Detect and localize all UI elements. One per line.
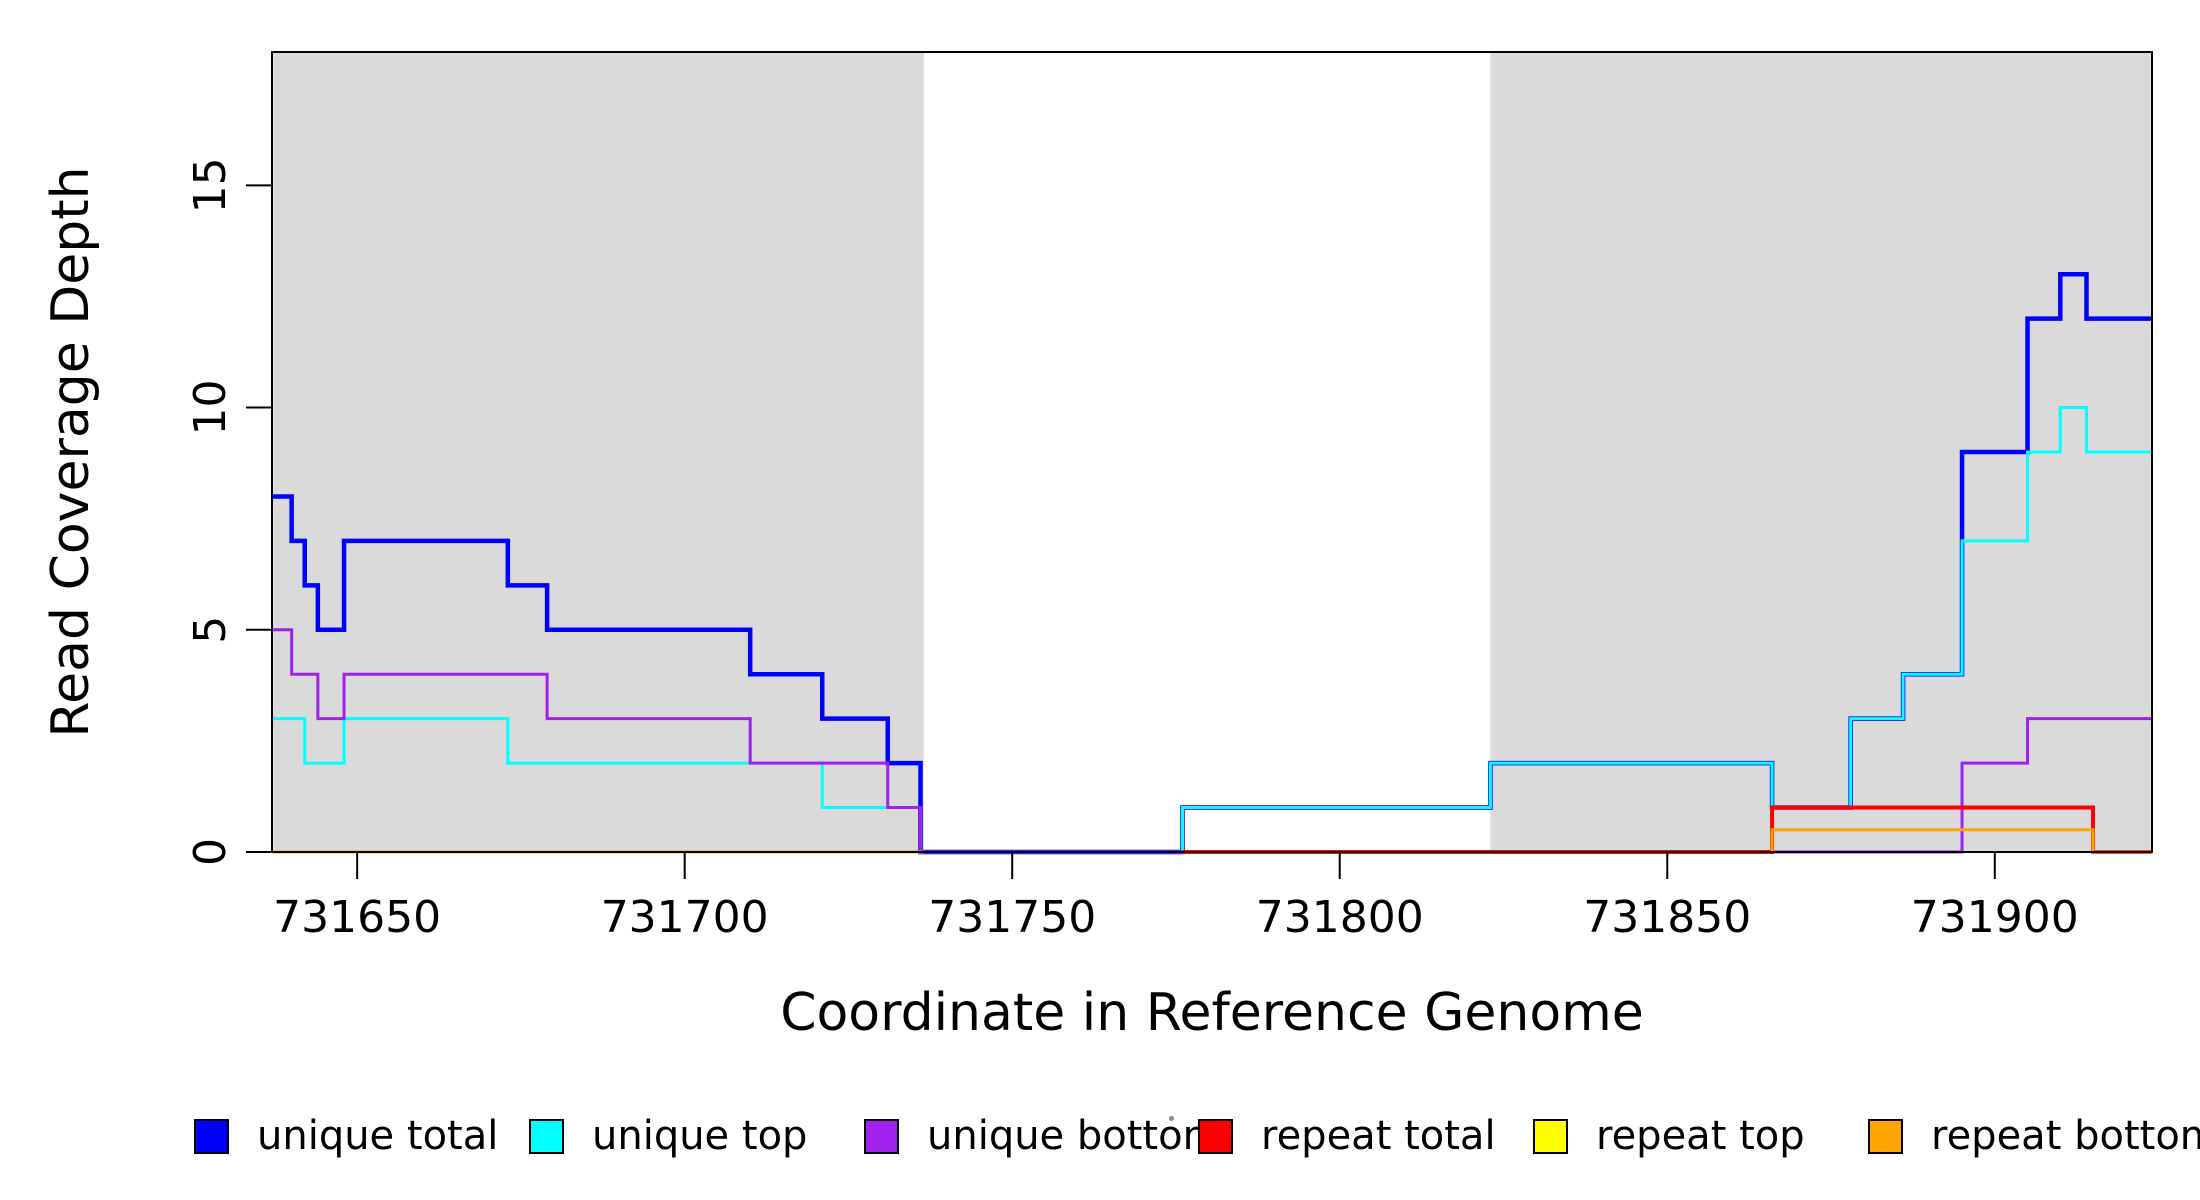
- axis-ticks-layer: 731650 731700 731750 731800 731850 731900 0 5 10…: [185, 157, 2079, 943]
- legend-label: repeat total: [1261, 1113, 1496, 1159]
- legend-label: repeat bottom: [1931, 1113, 2200, 1159]
- legend-label: repeat top: [1596, 1113, 1805, 1159]
- y-axis-title: Read Coverage Depth: [41, 166, 101, 737]
- legend-item-repeat-top: repeat top: [1533, 1112, 1805, 1160]
- series-line-unique-top: [272, 406, 2152, 854]
- legend-swatch-repeat-top: [1533, 1118, 1568, 1154]
- legend-swatch-unique-bottom: [864, 1118, 899, 1154]
- series-line-unique-bottom: [272, 628, 2152, 854]
- legend: unique total unique top unique bottom repea…: [0, 1104, 2200, 1168]
- shaded-regions-layer: [272, 52, 2152, 852]
- legend-swatch-unique-total: [194, 1118, 229, 1154]
- x-tick-label: 731750: [928, 892, 1096, 943]
- x-tick-label: 731900: [1911, 892, 2079, 943]
- shaded-region: [272, 52, 924, 852]
- x-axis-title: Coordinate in Reference Genome: [780, 983, 1644, 1043]
- legend-swatch-repeat-total: [1198, 1118, 1233, 1154]
- legend-item-repeat-bottom: repeat bottom: [1868, 1112, 2200, 1160]
- y-tick-label: 5: [185, 616, 236, 644]
- legend-swatch-repeat-bottom: [1868, 1118, 1903, 1154]
- legend-label: unique total: [257, 1113, 499, 1159]
- legend-item-unique-top: unique top: [529, 1112, 807, 1160]
- x-tick-label: 731850: [1583, 892, 1751, 943]
- legend-label: unique bottom: [927, 1113, 1222, 1159]
- legend-label: unique top: [592, 1113, 808, 1159]
- stray-dot-artifact: [1169, 1116, 1174, 1121]
- x-tick-label: 731650: [273, 892, 441, 943]
- x-tick-label: 731700: [601, 892, 769, 943]
- plot-border-box: [271, 51, 2153, 853]
- legend-item-repeat-total: repeat total: [1198, 1112, 1496, 1160]
- y-tick-label: 10: [185, 380, 236, 436]
- legend-item-unique-total: unique total: [194, 1112, 498, 1160]
- legend-item-unique-bottom: unique bottom: [864, 1112, 1222, 1160]
- y-tick-label: 0: [185, 838, 236, 866]
- legend-swatch-unique-top: [529, 1118, 564, 1154]
- y-tick-label: 15: [185, 157, 236, 213]
- x-tick-label: 731800: [1256, 892, 1424, 943]
